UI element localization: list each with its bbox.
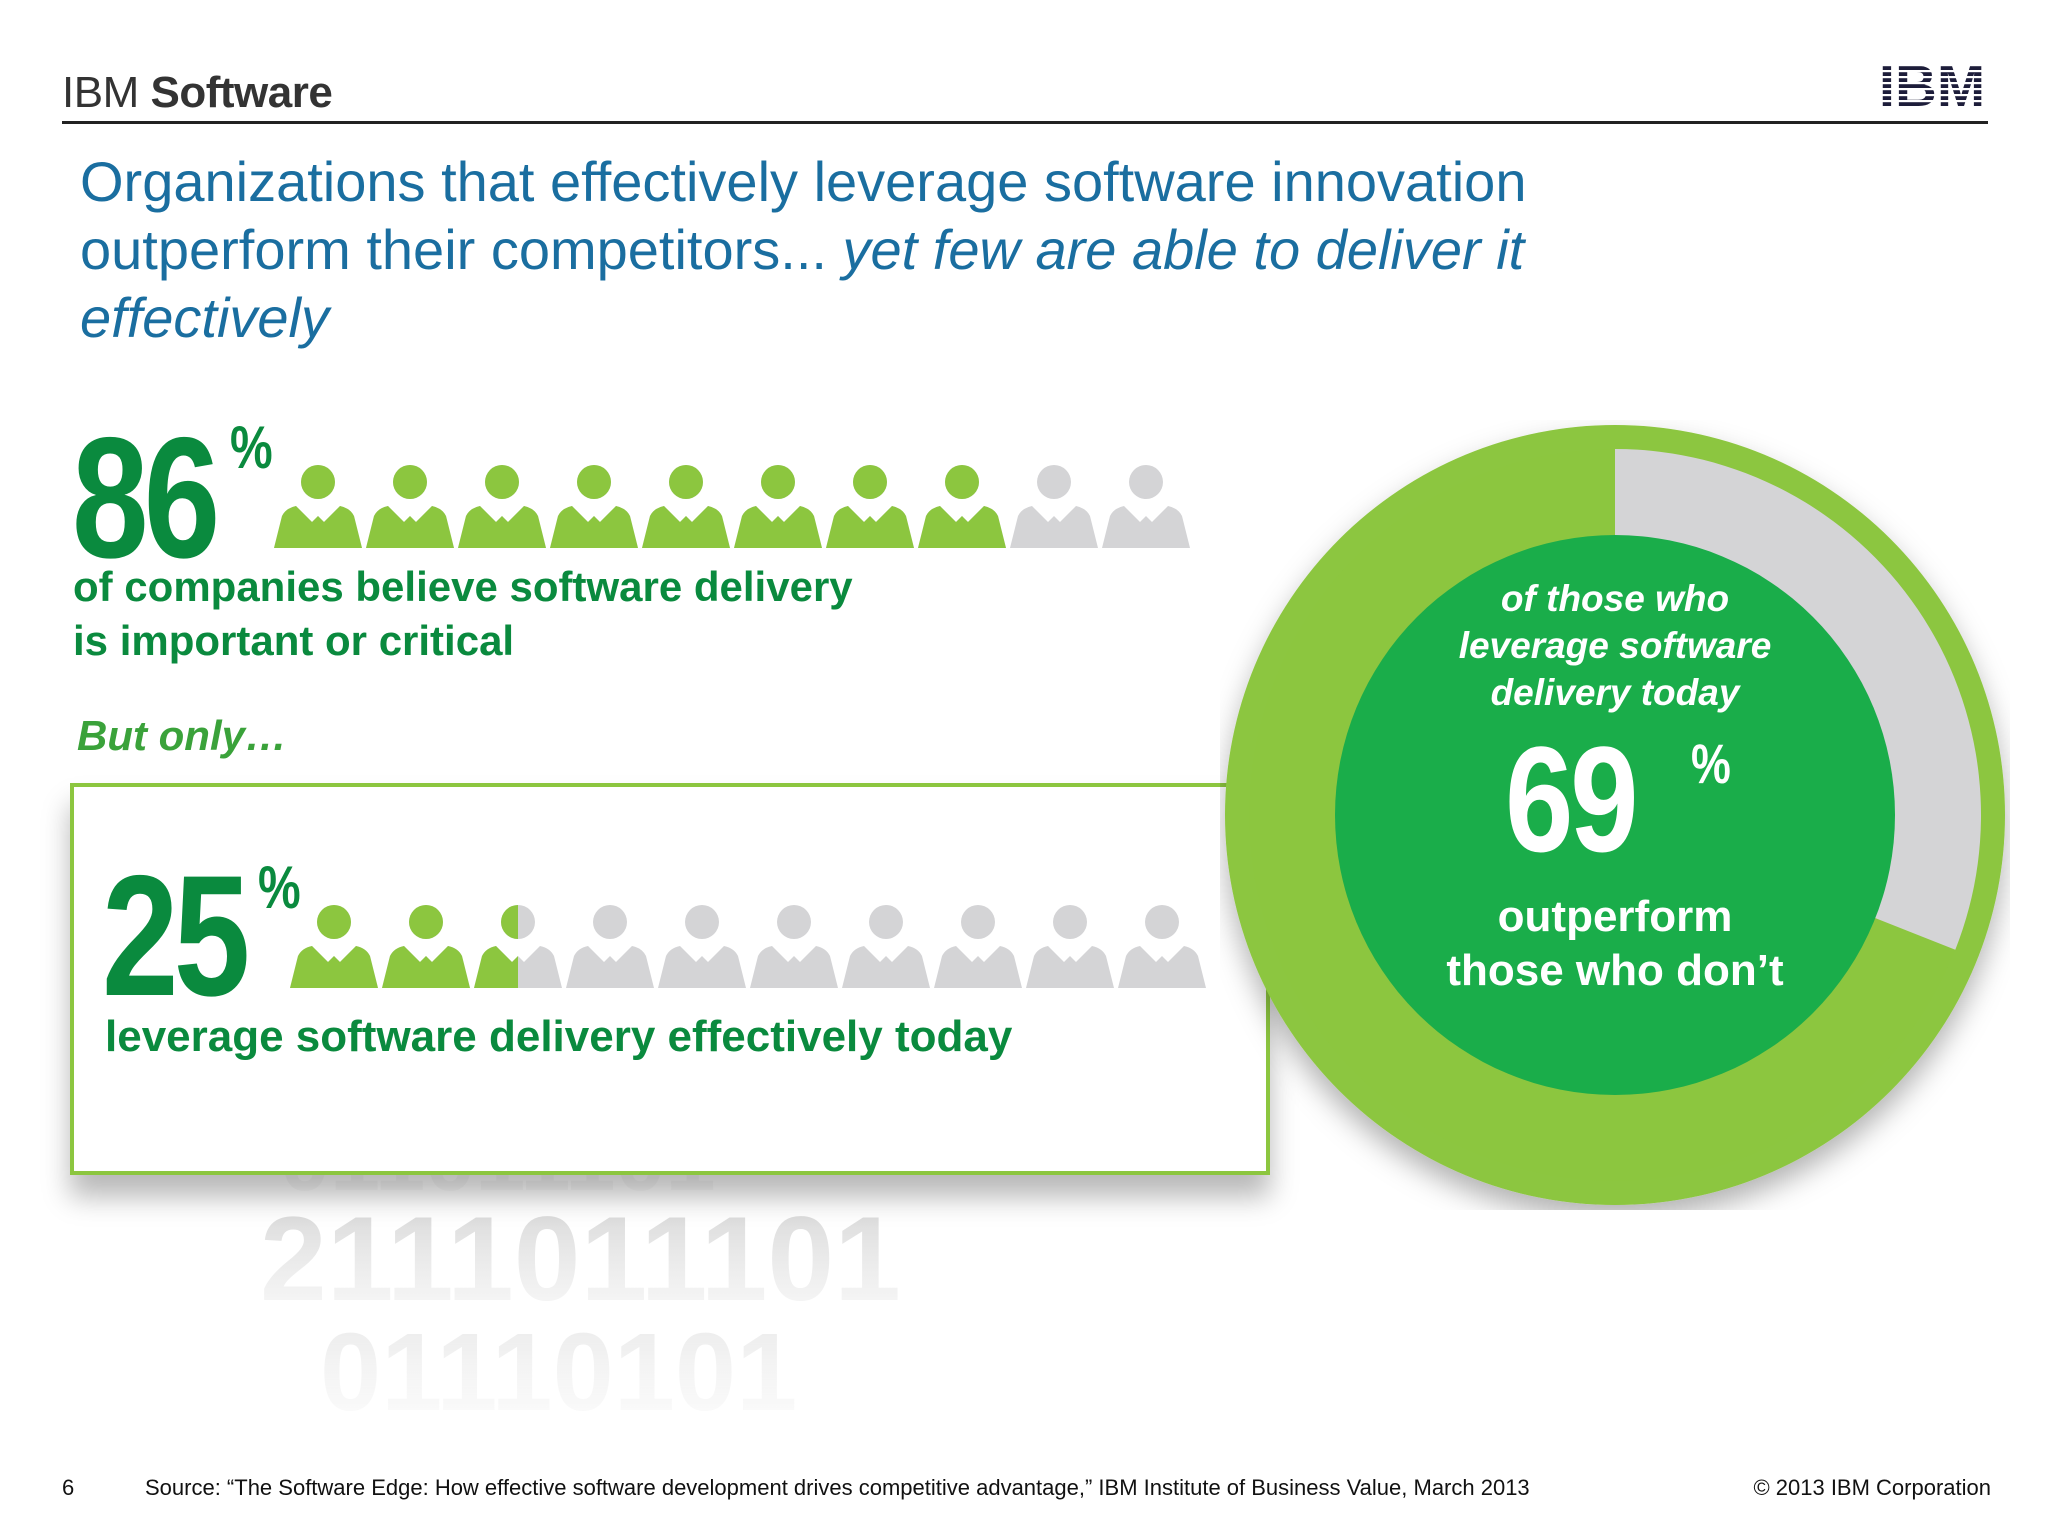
person-icon: [382, 905, 470, 988]
donut-percent: %: [1691, 732, 1731, 795]
stat2-people-row: [288, 898, 1208, 990]
stat2-label: leverage software delivery effectively t…: [105, 1012, 1013, 1061]
donut-chart: [1225, 425, 2005, 1205]
binary-row-3: 01110101: [320, 1311, 797, 1434]
title-line-2-normal: outperform their competitors...: [80, 218, 827, 281]
donut-line5: those who don’t: [1446, 946, 1784, 995]
copyright: © 2013 IBM Corporation: [1753, 1475, 1991, 1500]
stat1-label: of companies believe software delivery i…: [73, 560, 973, 668]
person-icon: [366, 465, 454, 548]
person-icon: [750, 905, 838, 988]
stat2-percent: %: [258, 854, 301, 921]
person-icon: [550, 465, 638, 548]
person-icon: [918, 465, 1006, 548]
page-number: 6: [62, 1475, 75, 1500]
title-line-2-italic: yet few are able to deliver it: [842, 218, 1525, 281]
person-icon: [474, 905, 562, 988]
stat1-value: 86: [72, 402, 220, 594]
source-citation: Source: “The Software Edge: How effectiv…: [145, 1475, 1530, 1500]
person-icon: [642, 465, 730, 548]
donut-center: [1335, 535, 1895, 1095]
person-icon: [290, 905, 378, 988]
title-line-2: outperform their competitors... yet few …: [80, 216, 1780, 284]
page-title: Organizations that effectively leverage …: [80, 148, 1780, 352]
donut-number: 69 %: [1375, 724, 1855, 874]
binary-row-2: 2111011101: [260, 1192, 901, 1326]
title-line-1: Organizations that effectively leverage …: [80, 150, 1527, 213]
person-icon: [826, 465, 914, 548]
brand-wordmark: IBM Software: [62, 68, 333, 118]
brand-light: IBM: [62, 68, 139, 117]
donut-line1: of those who: [1500, 578, 1730, 619]
person-icon: [1010, 465, 1098, 548]
donut-line4: outperform: [1497, 892, 1733, 941]
person-icon: [734, 465, 822, 548]
stat1-label-line2: is important or critical: [73, 617, 515, 664]
ibm-logo-text: IBM: [1879, 60, 1985, 110]
ibm-logo: IBM: [1879, 60, 1985, 110]
person-icon: [934, 905, 1022, 988]
donut-text: of those who leverage software delivery …: [1375, 575, 1855, 998]
person-icon: [658, 905, 746, 988]
donut-line3: delivery today: [1490, 672, 1740, 713]
person-icon: [842, 905, 930, 988]
but-only-text: But only…: [77, 712, 287, 759]
person-icon: [458, 465, 546, 548]
donut-value: 69: [1505, 715, 1639, 883]
donut-caption-top: of those who leverage software delivery …: [1375, 575, 1855, 716]
person-icon: [1026, 905, 1114, 988]
stat1-label-line1: of companies believe software delivery: [73, 563, 853, 610]
person-icon: [566, 905, 654, 988]
title-line-3: effectively: [80, 286, 329, 349]
stat1-percent: %: [230, 414, 273, 481]
person-icon: [1102, 465, 1190, 548]
person-icon: [1118, 905, 1206, 988]
brand-bold: Software: [150, 68, 333, 117]
donut-line2: leverage software: [1458, 625, 1772, 666]
stat2-value: 25: [102, 840, 250, 1032]
header-divider: [62, 121, 1988, 124]
person-icon: [274, 465, 362, 548]
donut-caption-bottom: outperform those who don’t: [1375, 890, 1855, 998]
stat1-people-row: [272, 458, 1192, 550]
